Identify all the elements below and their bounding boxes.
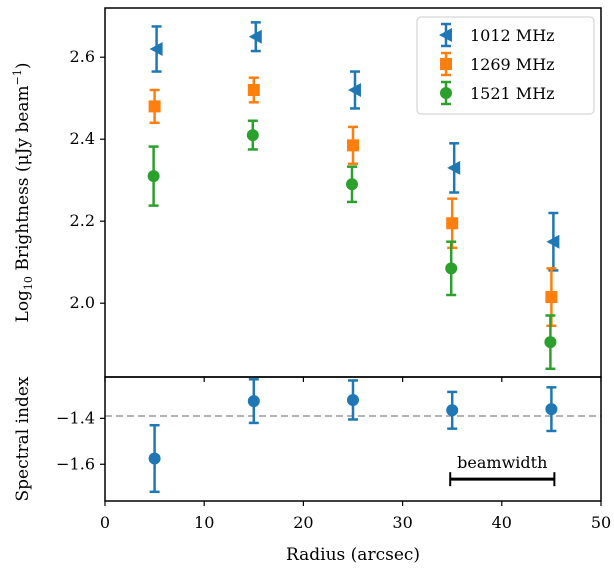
legend-marker-2 [440, 87, 452, 99]
xtick-label-0: 0 [100, 513, 110, 532]
beamwidth-annotation: beamwidth [449, 453, 556, 487]
point-s2-p3 [445, 262, 458, 275]
bottom-ytick-label-0: −1.4 [56, 408, 95, 427]
bottom-ytick-label-1: −1.6 [56, 454, 95, 473]
point-s1-p2 [347, 139, 359, 152]
point-s1-p3 [446, 217, 459, 230]
point-s1-p4 [545, 291, 558, 304]
legend: 1012 MHz 1269 MHz 1521 MHz [416, 16, 595, 115]
legend-label-0: 1012 MHz [470, 26, 555, 45]
bottom-plot-frame [104, 376, 602, 502]
x-ticks: 0 10 20 30 40 50 [100, 377, 611, 532]
point-s2-p1 [246, 129, 259, 142]
point-s0-p2 [347, 83, 361, 97]
top-y-axis-label: Log10 Brightness (μJy beam−1) [11, 63, 35, 323]
point-s2-p0 [147, 170, 160, 183]
bottom-y-axis-label: Spectral index [13, 376, 33, 501]
bottom-point-p0 [148, 452, 161, 465]
point-s1-p1 [247, 84, 260, 96]
top-y-ticks: 2.0 2.2 2.4 2.6 [70, 47, 105, 312]
point-s2-p4 [544, 336, 557, 349]
point-s1-p0 [148, 100, 161, 113]
point-s0-p0 [149, 42, 163, 56]
legend-marker-0 [439, 28, 452, 42]
legend-label-1: 1269 MHz [470, 55, 555, 74]
bottom-point-p1 [247, 395, 260, 408]
top-panel: 2.0 2.2 2.4 2.6 Log10 Brightness (μJy beam−… [11, 7, 602, 378]
top-data-marks [147, 21, 560, 371]
legend-items: 1012 MHz 1269 MHz 1521 MHz [439, 22, 555, 106]
legend-label-2: 1521 MHz [470, 84, 555, 103]
xtick-label-3: 30 [392, 513, 412, 532]
xtick-label-2: 20 [293, 513, 313, 532]
point-s0-p1 [248, 29, 262, 44]
bottom-y-ticks: −1.4 −1.6 [56, 408, 105, 473]
xtick-label-1: 10 [194, 513, 214, 532]
top-ytick-label-1: 2.2 [70, 211, 95, 230]
x-axis-label: Radius (arcsec) [286, 545, 420, 565]
point-s2-p2 [346, 178, 359, 191]
top-ytick-label-3: 2.6 [70, 47, 95, 66]
legend-marker-1 [440, 58, 452, 70]
bottom-data-marks [148, 378, 558, 494]
bottom-point-p3 [446, 404, 459, 417]
top-ytick-label-2: 2.4 [70, 129, 95, 148]
beamwidth-label: beamwidth [457, 453, 547, 472]
legend-frame [416, 16, 595, 115]
bottom-panel: beamwidth −1.4 −1.6 0 10 20 30 40 50 Spectral … [13, 376, 611, 565]
xtick-label-5: 50 [591, 513, 611, 532]
top-ytick-label-0: 2.0 [70, 293, 95, 312]
point-s0-p3 [447, 160, 461, 175]
point-s0-p4 [546, 234, 560, 249]
xtick-label-4: 40 [492, 513, 512, 532]
bottom-point-p4 [545, 403, 558, 416]
bottom-point-p2 [347, 393, 359, 406]
